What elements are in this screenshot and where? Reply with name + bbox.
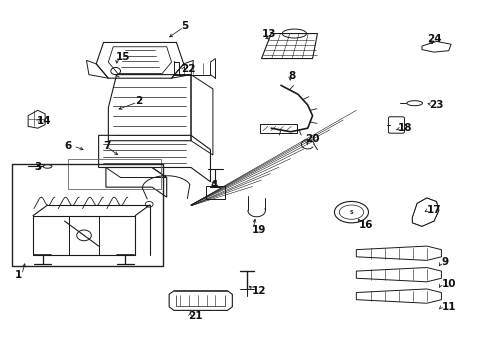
Text: 6: 6: [64, 141, 72, 151]
Text: 4: 4: [210, 180, 217, 190]
Text: 20: 20: [305, 134, 319, 144]
Bar: [68, 158, 161, 189]
Text: 15: 15: [116, 52, 130, 62]
Text: 5: 5: [181, 21, 188, 31]
Text: 16: 16: [358, 220, 372, 230]
Text: 1: 1: [15, 270, 22, 280]
Text: 2: 2: [135, 96, 142, 107]
Text: 14: 14: [36, 116, 51, 126]
Text: 3: 3: [34, 162, 41, 172]
Text: 7: 7: [103, 141, 111, 151]
Text: 18: 18: [397, 123, 411, 133]
Text: 19: 19: [251, 225, 265, 235]
Text: 22: 22: [181, 64, 195, 74]
Text: 10: 10: [441, 279, 455, 289]
Text: 8: 8: [287, 71, 295, 81]
Text: 23: 23: [428, 100, 443, 110]
Text: 17: 17: [426, 205, 441, 215]
Text: 21: 21: [188, 311, 203, 321]
Text: 9: 9: [441, 257, 447, 267]
Bar: [12, 164, 163, 266]
Text: S: S: [349, 210, 352, 215]
Text: 11: 11: [441, 302, 455, 312]
Text: 12: 12: [251, 286, 266, 296]
Text: 13: 13: [261, 28, 275, 39]
Text: 24: 24: [426, 34, 441, 44]
